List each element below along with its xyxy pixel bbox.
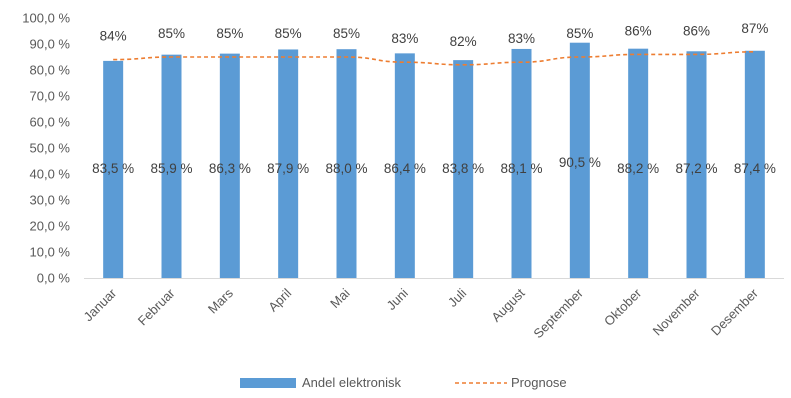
- bar: [336, 49, 357, 279]
- prognose-data-labels: 84% 85% 85% 85% 85% 83% 82% 83% 85% 86% 86% 87%: [100, 21, 769, 49]
- bar-data-label: 88,0 %: [325, 161, 367, 176]
- bar-data-label: 87,4 %: [734, 161, 776, 176]
- prognose-data-label: 86%: [625, 23, 652, 38]
- y-tick-label: 0,0 %: [37, 271, 71, 286]
- y-tick-label: 100,0 %: [22, 11, 70, 26]
- y-axis: 0,0 % 10,0 % 20,0 % 30,0 % 40,0 % 50,0 % 60,0 …: [22, 11, 70, 286]
- bar-data-label: 86,4 %: [384, 161, 426, 176]
- prognose-data-label: 84%: [100, 29, 127, 44]
- x-tick-label: Mai: [327, 285, 352, 310]
- y-tick-label: 40,0 %: [30, 167, 71, 182]
- y-tick-label: 50,0 %: [30, 141, 71, 156]
- legend-label-line: Prognose: [511, 375, 567, 390]
- x-tick-label: Juli: [445, 285, 469, 309]
- prognose-data-label: 85%: [158, 26, 185, 41]
- prognose-data-label: 83%: [508, 31, 535, 46]
- bar-data-label: 90,5 %: [559, 155, 601, 170]
- prognose-series: [113, 51, 755, 66]
- x-tick-label: Juni: [383, 285, 411, 313]
- y-tick-label: 90,0 %: [30, 37, 71, 52]
- y-tick-label: 10,0 %: [30, 245, 71, 260]
- bar: [628, 48, 649, 279]
- y-tick-label: 30,0 %: [30, 193, 71, 208]
- bar-data-label: 83,5 %: [92, 161, 134, 176]
- bar: [569, 42, 590, 279]
- bar: [219, 53, 240, 279]
- x-tick-label: Oktober: [601, 285, 645, 329]
- bar-data-label: 83,8 %: [442, 161, 484, 176]
- x-tick-label: Mars: [205, 285, 236, 316]
- bar: [103, 60, 124, 279]
- prognose-data-label: 87%: [741, 21, 768, 36]
- x-tick-label: Februar: [135, 285, 178, 328]
- legend: Andel elektronisk Prognose: [240, 375, 567, 390]
- x-tick-label: April: [265, 285, 294, 314]
- prognose-data-label: 85%: [566, 26, 593, 41]
- x-tick-label: Desember: [708, 285, 761, 338]
- prognose-data-label: 85%: [216, 26, 243, 41]
- legend-swatch-bar: [240, 378, 296, 388]
- y-tick-label: 20,0 %: [30, 219, 71, 234]
- bar-series: [103, 42, 765, 279]
- bar: [744, 50, 765, 279]
- y-tick-label: 80,0 %: [30, 63, 71, 78]
- prognose-data-label: 83%: [391, 31, 418, 46]
- bar-data-label: 86,3 %: [209, 161, 251, 176]
- bar: [278, 49, 299, 279]
- y-tick-label: 60,0 %: [30, 115, 71, 130]
- bar: [511, 48, 532, 278]
- prognose-data-label: 82%: [450, 34, 477, 49]
- bar-data-label: 88,1 %: [500, 161, 542, 176]
- bar-data-label: 87,9 %: [267, 161, 309, 176]
- x-tick-label: September: [530, 285, 586, 341]
- prognose-line: [113, 51, 755, 66]
- x-tick-label: November: [650, 285, 703, 338]
- bar-data-label: 87,2 %: [675, 161, 717, 176]
- bar-data-label: 88,2 %: [617, 161, 659, 176]
- prognose-data-label: 85%: [333, 26, 360, 41]
- bar: [161, 54, 182, 278]
- bar-data-labels: 83,5 % 85,9 % 86,3 % 87,9 % 88,0 % 86,4 % 83,8…: [92, 155, 776, 176]
- bar-data-label: 85,9 %: [150, 161, 192, 176]
- x-tick-label: Januar: [81, 285, 120, 324]
- prognose-data-label: 85%: [275, 26, 302, 41]
- bar: [686, 51, 707, 278]
- x-tick-label: August: [488, 285, 527, 324]
- legend-label-bar: Andel elektronisk: [302, 375, 401, 390]
- bar: [453, 60, 474, 279]
- prognose-data-label: 86%: [683, 23, 710, 38]
- bar: [394, 53, 415, 278]
- x-axis: Januar Februar Mars April Mai Juni Juli August S…: [81, 278, 784, 341]
- y-tick-label: 70,0 %: [30, 89, 71, 104]
